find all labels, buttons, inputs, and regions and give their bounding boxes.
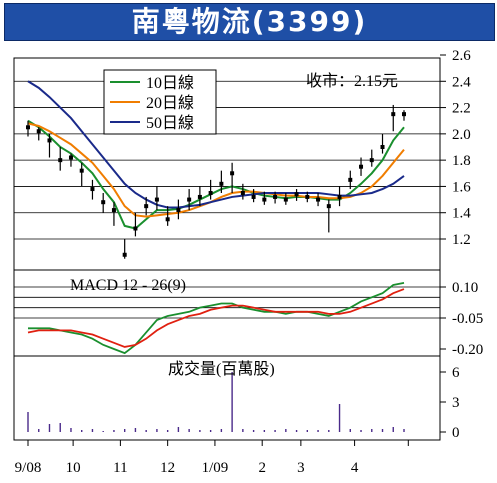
price-close-mark [273, 194, 278, 199]
price-ytick-label: 2.2 [452, 101, 471, 117]
price-close-mark [251, 194, 256, 199]
grid-layer [14, 80, 440, 319]
legend-label-ma10: 10日線 [146, 74, 194, 92]
volume-ytick-label: 6 [452, 365, 460, 381]
price-close-mark [305, 194, 310, 199]
price-close-mark [391, 112, 396, 117]
price-close-mark [294, 192, 299, 197]
x-tick-label: 2 [258, 460, 266, 476]
macd-signal-line [27, 288, 405, 348]
x-tick-label: 1/09 [202, 460, 229, 476]
price-close-mark [47, 138, 52, 143]
price-close-mark [402, 112, 406, 117]
price-close-mark [283, 197, 288, 202]
price-close-mark [133, 226, 138, 231]
price-ytick-label: 2.0 [452, 127, 471, 143]
price-close-mark [122, 252, 127, 257]
legend-label-ma50: 50日線 [146, 114, 194, 132]
xtick-layer: 9/08 10 11 12 1/09 2 3 4 [15, 440, 409, 476]
price-close-mark [111, 208, 116, 213]
ma20-line [27, 122, 405, 218]
price-close-mark [219, 181, 224, 186]
macd-ytick-label: -0.20 [452, 342, 483, 358]
price-ytick-label: 1.4 [452, 206, 471, 222]
candle-layer [26, 104, 406, 259]
price-close-mark [316, 197, 321, 202]
macd-title: MACD 12 - 26(9) [70, 277, 186, 294]
price-close-mark [165, 217, 170, 222]
price-close-mark [326, 204, 331, 209]
price-close-mark [262, 197, 267, 202]
price-ytick-label: 2.4 [452, 74, 471, 90]
macd-ytick-label: 0.10 [452, 280, 478, 296]
price-close-mark [101, 200, 106, 205]
volume-title: 成交量(百萬股) [168, 360, 275, 378]
price-close-mark [208, 191, 213, 195]
x-tick-label: 3 [297, 460, 305, 476]
price-close-mark [154, 197, 159, 202]
price-close-mark [176, 208, 181, 213]
price-close-mark [337, 194, 342, 199]
x-tick-label: 4 [351, 460, 359, 476]
volume-ytick-label: 0 [452, 425, 460, 441]
price-close-mark [230, 171, 235, 176]
price-close-mark [380, 145, 385, 149]
volume-layer [27, 372, 405, 432]
macd-layer [27, 281, 405, 355]
price-close-mark [79, 168, 84, 173]
price-ytick-label: 2.6 [452, 48, 471, 64]
volume-ytick-label: 3 [452, 395, 460, 411]
price-ytick-label: 1.2 [452, 232, 471, 248]
price-close-mark [26, 125, 30, 130]
legend-label-ma20: 20日線 [146, 94, 194, 112]
macd-ytick-label: -0.05 [452, 311, 483, 327]
price-close-mark [68, 155, 73, 160]
price-close-mark [240, 191, 245, 195]
price-close-mark [197, 194, 202, 199]
legend: 10日線 20日線 50日線 [103, 69, 217, 135]
close-price-annotation: 收市：2.15元 [306, 72, 398, 90]
price-close-mark [187, 197, 192, 202]
price-close-mark [359, 164, 364, 169]
ytick-layer: 1.2 1.4 1.6 1.8 2.0 2.2 2.4 2.6 0.10 -0.05 -0.20 0 3… [440, 48, 483, 441]
price-close-mark [58, 158, 63, 163]
macd-line [28, 281, 405, 355]
volume-panel-frame [13, 355, 441, 441]
chart-title: 南粵物流(3399) [4, 3, 495, 41]
price-close-mark [348, 177, 353, 182]
x-tick-label: 9/08 [15, 460, 42, 476]
price-ytick-label: 1.8 [452, 153, 471, 169]
x-tick-label: 12 [160, 460, 175, 476]
price-close-mark [144, 204, 149, 209]
x-tick-label: 11 [113, 460, 127, 476]
price-close-mark [90, 187, 95, 192]
x-tick-label: 10 [66, 460, 81, 476]
price-close-mark [369, 158, 374, 163]
price-ytick-label: 1.6 [452, 179, 471, 195]
price-close-mark [36, 129, 41, 134]
